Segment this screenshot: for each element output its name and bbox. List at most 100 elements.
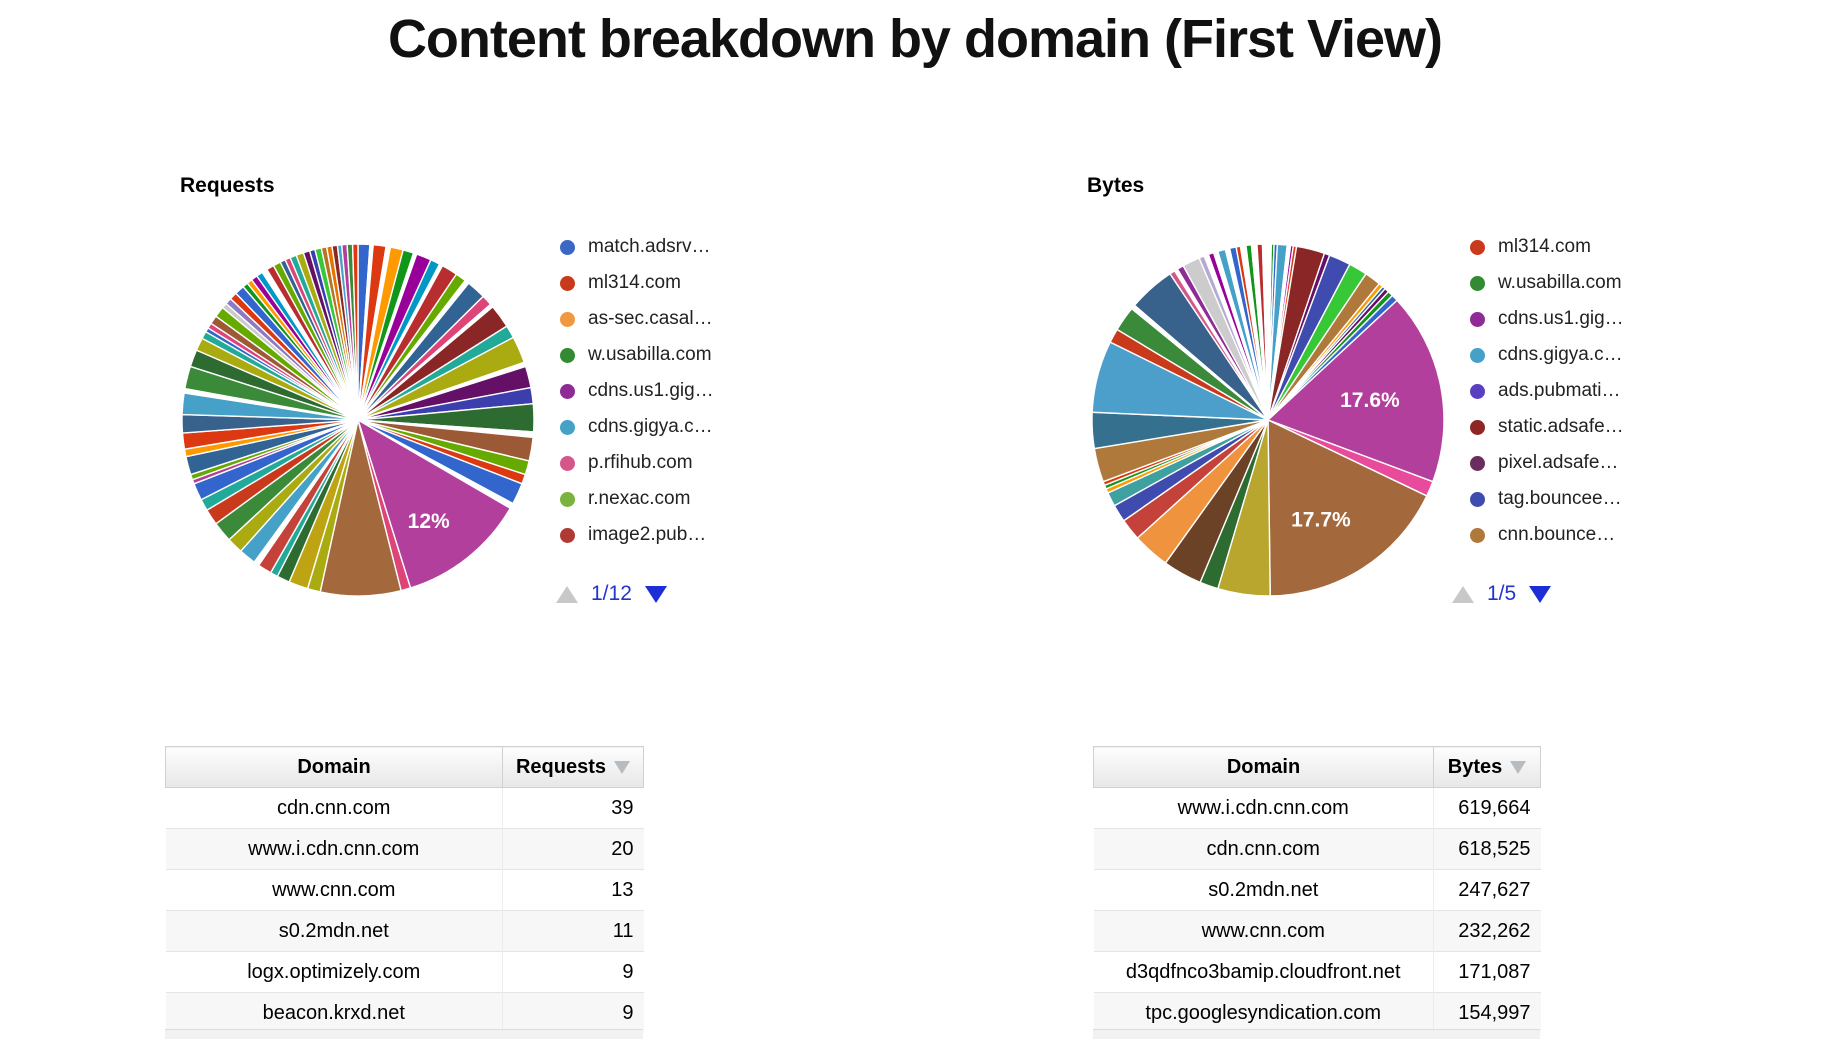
legend-color-dot [560, 383, 575, 399]
table-row[interactable]: www.i.cdn.cnn.com 619,664 [1093, 787, 1541, 829]
table-header-row: Domain Bytes [1093, 746, 1541, 788]
table-header-row: Domain Requests [165, 746, 644, 788]
legend-item-label: cdns.gigya.c… [588, 416, 713, 437]
value-cell: 39 [502, 787, 644, 829]
legend-prev-page-icon[interactable] [556, 585, 578, 603]
bytes-table: Domain Bytes www.i.cdn.cnn.com 619,664 cdn… [1093, 746, 1541, 1033]
table-row[interactable]: www.i.cdn.cnn.com 20 [165, 828, 644, 870]
legend-color-dot [1470, 239, 1485, 255]
legend-item-label: as-sec.casal… [588, 308, 713, 329]
legend-color-dot [1470, 347, 1485, 363]
domain-cell: cdn.cnn.com [1093, 828, 1434, 870]
bytes-table-bytes-header[interactable]: Bytes [1433, 746, 1541, 788]
legend-color-dot [560, 527, 575, 543]
bytes-table-domain-header[interactable]: Domain [1093, 746, 1434, 788]
bytes-chart-title: Bytes [1087, 174, 1145, 197]
bytes-legend-pager: 1/5 [1452, 582, 1552, 605]
domain-cell: logx.optimizely.com [165, 951, 503, 993]
requests-legend: match.adsrv… ml314.com as-sec.casal… w.usab… [560, 229, 790, 553]
table-row[interactable]: tpc.googlesyndication.com 154,997 [1093, 992, 1541, 1033]
domain-cell: www.i.cdn.cnn.com [1093, 787, 1434, 829]
legend-color-dot [1470, 275, 1485, 291]
legend-item[interactable]: ads.pubmati… [1470, 373, 1700, 409]
legend-next-page-icon[interactable] [644, 585, 667, 603]
domain-cell: d3qdfnco3bamip.cloudfront.net [1093, 951, 1434, 993]
table-row[interactable]: www.cnn.com 13 [165, 869, 644, 911]
legend-prev-page-icon[interactable] [1452, 585, 1474, 603]
legend-color-dot [1470, 455, 1485, 471]
legend-item-label: tag.bouncee… [1498, 488, 1622, 509]
value-cell: 154,997 [1433, 992, 1541, 1033]
bytes-pie-chart[interactable]: 17.6% 17.7% [1078, 230, 1458, 610]
legend-item[interactable]: static.adsafe… [1470, 409, 1700, 445]
legend-item[interactable]: cdns.gigya.c… [1470, 337, 1700, 373]
column-header-label: Domain [297, 755, 371, 778]
legend-item[interactable]: cdns.gigya.c… [560, 409, 790, 445]
domain-cell: beacon.krxd.net [165, 992, 503, 1033]
domain-cell: www.i.cdn.cnn.com [165, 828, 503, 870]
pie-slice[interactable] [356, 418, 512, 589]
requests-chart-title: Requests [180, 174, 275, 197]
value-cell: 9 [502, 951, 644, 993]
legend-item-label: r.nexac.com [588, 488, 691, 509]
legend-color-dot [1470, 419, 1485, 435]
requests-pie-chart[interactable]: 12% [168, 230, 548, 610]
sort-descending-icon [614, 760, 631, 774]
legend-item[interactable]: tag.bouncee… [1470, 481, 1700, 517]
value-cell: 13 [502, 869, 644, 911]
table-row[interactable]: cdn.cnn.com 618,525 [1093, 828, 1541, 870]
legend-item[interactable]: cnn.bounce… [1470, 517, 1700, 553]
legend-item[interactable]: pixel.adsafe… [1470, 445, 1700, 481]
domain-cell: www.cnn.com [1093, 910, 1434, 952]
pie-slice-label: 17.7% [1291, 509, 1351, 532]
table-row[interactable]: s0.2mdn.net 247,627 [1093, 869, 1541, 911]
requests-table: Domain Requests cdn.cnn.com 39 www.i.cdn.c… [165, 746, 644, 1033]
legend-item[interactable]: ml314.com [1470, 229, 1700, 265]
legend-item[interactable]: as-sec.casal… [560, 301, 790, 337]
value-cell: 20 [502, 828, 644, 870]
legend-item-label: ads.pubmati… [1498, 380, 1621, 401]
value-cell: 232,262 [1433, 910, 1541, 952]
value-cell: 247,627 [1433, 869, 1541, 911]
table-row[interactable]: logx.optimizely.com 9 [165, 951, 644, 993]
column-header-label: Bytes [1447, 755, 1503, 778]
value-cell: 9 [502, 992, 644, 1033]
table-row[interactable]: s0.2mdn.net 11 [165, 910, 644, 952]
requests-table-domain-header[interactable]: Domain [165, 746, 503, 788]
value-cell: 171,087 [1433, 951, 1541, 993]
legend-color-dot [560, 419, 575, 435]
pie-slice[interactable] [351, 243, 359, 421]
legend-color-dot [1470, 311, 1485, 327]
legend-item[interactable]: match.adsrv… [560, 229, 790, 265]
domain-cell: cdn.cnn.com [165, 787, 503, 829]
legend-item[interactable]: w.usabilla.com [1470, 265, 1700, 301]
domain-cell: s0.2mdn.net [165, 910, 503, 952]
legend-item[interactable]: cdns.us1.gig… [560, 373, 790, 409]
legend-item-label: cdns.us1.gig… [1498, 308, 1624, 329]
pie-slice[interactable] [1267, 418, 1428, 597]
legend-color-dot [560, 311, 575, 327]
legend-item[interactable]: w.usabilla.com [560, 337, 790, 373]
legend-item[interactable]: cdns.us1.gig… [1470, 301, 1700, 337]
table-row[interactable]: beacon.krxd.net 9 [165, 992, 644, 1033]
requests-table-requests-header[interactable]: Requests [502, 746, 644, 788]
legend-item[interactable]: r.nexac.com [560, 481, 790, 517]
column-header-label: Domain [1226, 755, 1301, 778]
legend-color-dot [1470, 383, 1485, 399]
legend-item[interactable]: image2.pub… [560, 517, 790, 553]
domain-cell: s0.2mdn.net [1093, 869, 1434, 911]
table-row[interactable]: www.cnn.com 232,262 [1093, 910, 1541, 952]
legend-item[interactable]: p.rfihub.com [560, 445, 790, 481]
legend-item[interactable]: ml314.com [560, 265, 790, 301]
table-row[interactable]: cdn.cnn.com 39 [165, 787, 644, 829]
pie-slice[interactable] [1261, 243, 1269, 421]
legend-item-label: p.rfihub.com [588, 452, 693, 473]
requests-legend-page-indicator: 1/12 [591, 582, 632, 605]
bytes-legend: ml314.com w.usabilla.com cdns.us1.gig… cdns… [1470, 229, 1700, 553]
legend-item-label: image2.pub… [588, 524, 707, 545]
legend-item-label: pixel.adsafe… [1498, 452, 1619, 473]
legend-next-page-icon[interactable] [1529, 585, 1552, 603]
legend-item-label: ml314.com [588, 272, 681, 293]
table-row[interactable]: d3qdfnco3bamip.cloudfront.net 171,087 [1093, 951, 1541, 993]
sort-descending-icon [1510, 760, 1527, 774]
